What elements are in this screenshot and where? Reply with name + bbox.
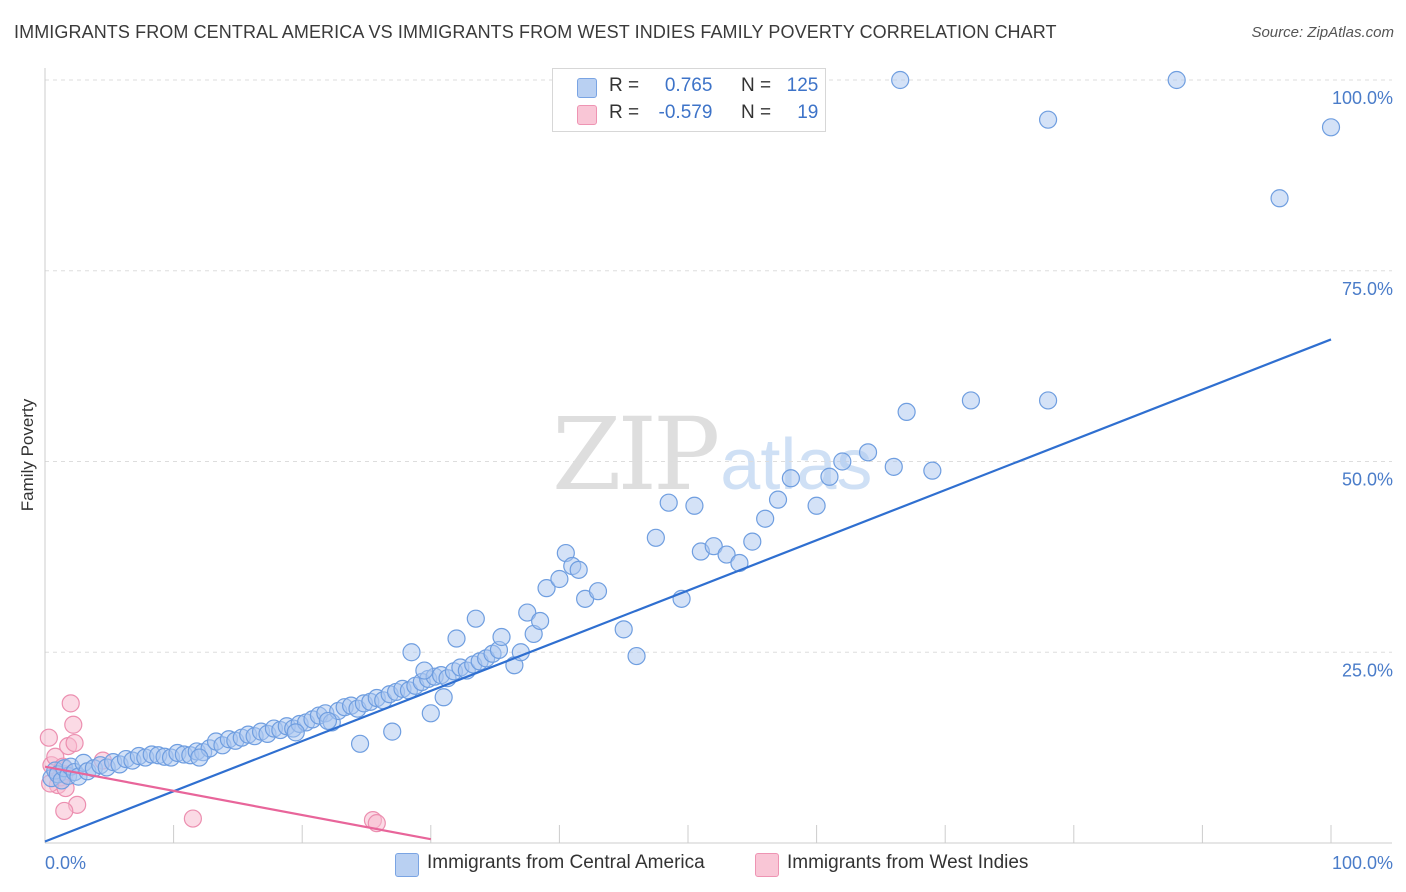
point-central-america [627,646,646,666]
legend-n-value: 19 [797,102,819,123]
axis-layer [44,68,1392,844]
point-west-indies [61,694,80,713]
point-central-america [961,391,981,410]
legend-item-label: Immigrants from Central America [427,852,705,873]
point-west-indies [183,809,202,828]
point-central-america [781,469,800,488]
point-central-america [1038,391,1058,410]
trend-line-central-america [44,338,1332,843]
point-central-america [402,643,421,662]
y-tick-label: 100.0% [1332,88,1393,108]
point-central-america [537,579,556,598]
legend-swatch-blue [395,853,419,877]
legend-swatch-blue [577,78,597,98]
point-west-indies [55,801,74,821]
point-central-america [717,545,736,564]
legend-swatch-pink [577,105,597,125]
point-central-america [1167,70,1186,90]
legend-swatch-pink [755,853,779,877]
point-central-america [383,722,402,741]
point-central-america [569,560,588,579]
point-central-america [923,461,942,480]
stats-legend: R = 0.765 N = 125 R = -0.579 N = 19 [552,68,826,132]
point-central-america [492,627,511,647]
point-central-america [858,443,878,462]
legend-r-value: 0.765 [664,75,713,96]
legend-r-value: -0.579 [658,102,713,123]
x-tick-label: 100.0% [1332,853,1393,873]
trend-layer [44,338,1332,843]
points-central-america [42,70,1341,790]
point-central-america [685,496,704,515]
legend-n-value: 125 [786,75,819,96]
point-central-america [1270,189,1289,208]
point-central-america [756,509,775,528]
point-central-america [820,467,839,486]
point-central-america [743,532,762,551]
legend-r-label: R = [609,75,640,96]
point-central-america [1038,110,1058,129]
point-central-america [447,629,466,648]
chart-title: IMMIGRANTS FROM CENTRAL AMERICA VS IMMIG… [14,22,1057,42]
y-tick-label: 25.0% [1342,660,1393,680]
point-central-america [768,490,788,509]
point-central-america [518,603,537,622]
legend-n-label: N = [740,102,772,123]
point-central-america [421,704,440,723]
point-central-america [588,582,608,601]
point-west-indies [65,733,84,753]
source-label: Source: ZipAtlas.com [1251,24,1394,41]
y-tick-label: 50.0% [1342,470,1393,490]
point-central-america [190,748,209,767]
tick-label-layer: 25.0% 50.0% 75.0% 100.0% 0.0% 100.0% [45,88,1393,873]
point-central-america [531,611,550,631]
y-tick-label: 75.0% [1342,279,1393,299]
x-tick-label: 0.0% [45,853,86,873]
point-central-america [704,537,723,556]
point-west-indies [64,715,83,734]
point-central-america [350,734,370,753]
point-west-indies [39,728,58,747]
point-central-america [833,452,852,471]
point-central-america [614,620,633,639]
legend-n-label: N = [740,75,772,96]
series-legend: Immigrants from Central America Immigran… [0,851,1406,879]
point-central-america [659,493,678,512]
point-central-america [884,457,903,476]
point-central-america [286,723,305,742]
point-central-america [318,711,338,731]
point-central-america [646,528,665,547]
legend-item-label: Immigrants from West Indies [787,852,1029,873]
legend-r-label: R = [609,102,640,123]
trend-line-west-indies [44,765,432,841]
point-central-america [415,661,434,680]
point-central-america [466,609,485,628]
point-central-america [897,402,916,422]
point-central-america [550,569,569,589]
point-central-america [891,70,910,90]
grid-layer [45,79,1392,653]
point-central-america [1321,118,1341,137]
point-central-america [434,688,453,707]
point-central-america [807,496,826,515]
